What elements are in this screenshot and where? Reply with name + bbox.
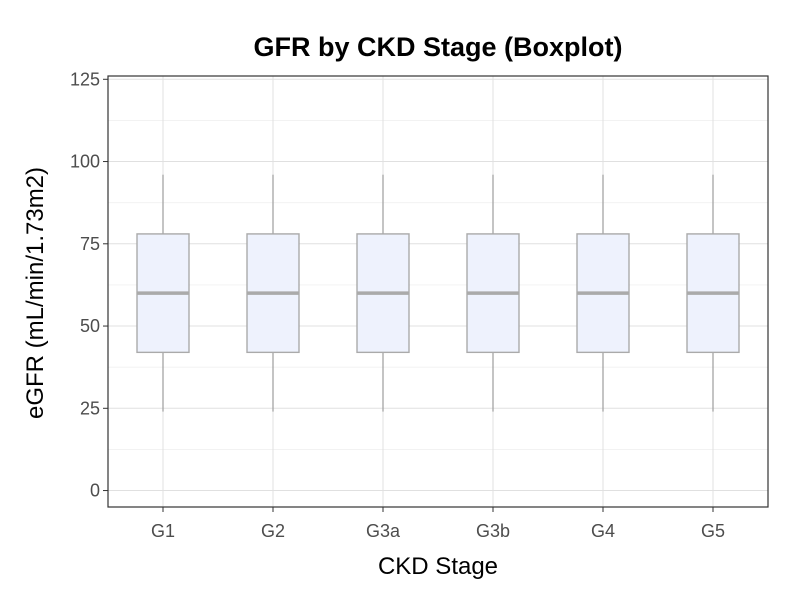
plot-panel xyxy=(107,75,769,508)
y-tick-label: 0 xyxy=(90,481,100,501)
x-tick-label: G4 xyxy=(591,521,615,541)
y-axis: 0 25 50 75 100 125 xyxy=(70,69,108,501)
x-tick-label: G2 xyxy=(261,521,285,541)
y-tick-label: 75 xyxy=(80,234,100,254)
x-tick-label: G3b xyxy=(476,521,510,541)
box-G4 xyxy=(576,174,630,412)
x-axis: G1 G2 G3a G3b G4 G5 xyxy=(151,507,725,541)
y-tick-label: 25 xyxy=(80,398,100,418)
box-G1 xyxy=(136,174,190,412)
y-tick-label: 125 xyxy=(70,69,100,89)
x-tick-label: G5 xyxy=(701,521,725,541)
boxes-group xyxy=(136,174,740,412)
x-tick-label: G3a xyxy=(366,521,401,541)
y-tick-label: 50 xyxy=(80,316,100,336)
x-axis-title: CKD Stage xyxy=(378,553,498,580)
box-G3a xyxy=(356,174,410,412)
box-G2 xyxy=(246,174,300,412)
y-tick-label: 100 xyxy=(70,152,100,172)
box-G5 xyxy=(686,174,740,412)
box-G3b xyxy=(466,174,520,412)
x-tick-label: G1 xyxy=(151,521,175,541)
y-axis-title: eGFR (mL/min/1.73m2) xyxy=(22,167,49,419)
grid xyxy=(108,76,768,507)
chart-title: GFR by CKD Stage (Boxplot) xyxy=(254,32,623,62)
